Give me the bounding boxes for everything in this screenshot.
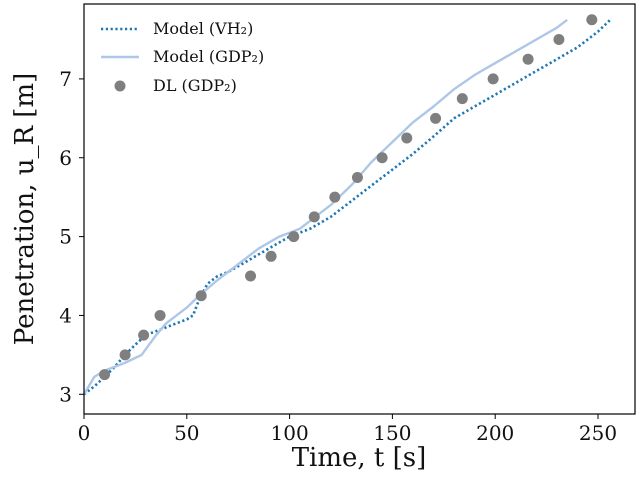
- legend-entry-label: Model (VH₂): [153, 19, 253, 38]
- x-tick-label: 100: [271, 421, 309, 445]
- y-tick-label: 7: [59, 67, 72, 91]
- dl-gdp2-point: [553, 33, 565, 45]
- dl-gdp2-point: [288, 231, 300, 243]
- x-axis-label: Time, t [s]: [292, 443, 427, 473]
- y-axis-label: Penetration, u_R [m]: [10, 73, 40, 345]
- dl-gdp2-point: [522, 53, 534, 65]
- dl-gdp2-point: [487, 73, 499, 85]
- x-tick-label: 0: [78, 421, 91, 445]
- legend: Model (VH₂) Model (GDP₂) DL (GDP₂): [101, 19, 264, 95]
- dl-gdp2-point: [401, 132, 413, 144]
- y-tick-label: 6: [59, 146, 72, 170]
- dl-gdp2-point: [308, 211, 320, 223]
- axes-frame: [83, 3, 636, 415]
- dl-gdp2-point: [430, 112, 442, 124]
- legend-dl-gdp2-marker: [114, 80, 126, 92]
- axis-ticks: 0 50 100 150 200 250 3 4 5 6 7: [59, 67, 617, 445]
- legend-entry-label: DL (GDP₂): [153, 76, 237, 95]
- dl-gdp2-point: [245, 270, 257, 282]
- dl-gdp2-point: [119, 349, 131, 361]
- model-gdp2-line: [82, 18, 568, 395]
- dl-gdp2-point: [376, 152, 388, 164]
- x-tick-label: 150: [373, 421, 411, 445]
- dl-gdp2-point: [99, 369, 111, 381]
- dl-gdp2-point: [456, 93, 468, 105]
- dl-gdp2-point: [329, 191, 341, 203]
- dl-gdp2-point: [138, 329, 150, 341]
- legend-entry-label: Model (GDP₂): [153, 47, 264, 66]
- y-tick-label: 3: [59, 382, 72, 406]
- x-tick-label: 50: [174, 421, 199, 445]
- x-tick-label: 250: [579, 421, 617, 445]
- dl-gdp2-point: [265, 250, 277, 262]
- y-tick-label: 5: [59, 225, 72, 249]
- dl-gdp2-point: [195, 290, 207, 302]
- x-tick-label: 200: [476, 421, 514, 445]
- y-tick-label: 4: [59, 303, 72, 327]
- dl-gdp2-point: [351, 171, 363, 183]
- plot-area: [82, 14, 612, 396]
- dl-gdp2-point: [586, 14, 598, 26]
- dl-gdp2-point: [154, 309, 166, 321]
